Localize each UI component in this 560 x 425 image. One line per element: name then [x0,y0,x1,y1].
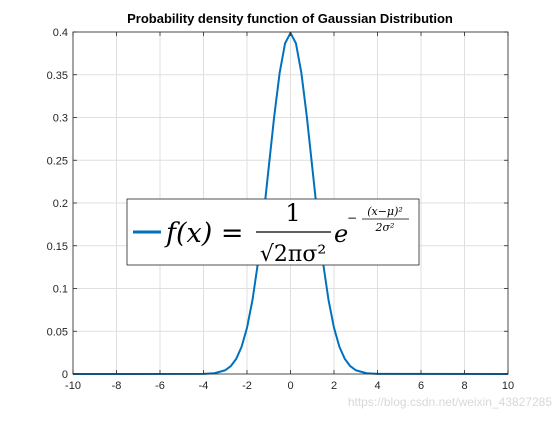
watermark-text: https://blog.csdn.net/weixin_43827285 [348,395,552,409]
y-tick-label-0: 0 [62,369,68,381]
chart-title: Probability density function of Gaussian… [127,11,453,26]
legend-formula-exp-denominator: 2σ² [375,221,395,234]
y-tick-label-3: 0.15 [47,241,68,253]
x-tick-label-6: 2 [331,380,337,392]
legend-formula-exp-numerator: (x−μ)² [367,205,403,218]
x-tick-label-10: 10 [502,380,514,392]
y-tick-label-2: 0.1 [53,284,68,296]
x-tick-label-5: 0 [287,380,293,392]
y-tick-label-8: 0.4 [53,27,68,39]
y-tick-label-7: 0.35 [47,70,68,82]
x-tick-label-4: -2 [242,380,252,392]
y-tick-label-5: 0.25 [47,155,68,167]
legend-formula-lhs: f(x) = [164,218,244,249]
x-tick-label-7: 4 [374,380,380,392]
x-tick-label-0: -10 [65,380,81,392]
x-tick-label-9: 8 [461,380,467,392]
x-tick-label-3: -4 [199,380,209,392]
legend-formula-numerator: 1 [285,199,300,227]
y-tick-label-4: 0.2 [53,198,68,210]
legend-formula-denominator: √2πσ² [260,242,326,267]
x-tick-label-2: -6 [155,380,165,392]
x-tick-label-1: -8 [112,380,122,392]
y-tick-label-6: 0.3 [53,113,68,125]
y-tick-label-1: 0.05 [47,326,68,338]
legend-formula-exp-sign: − [347,211,357,225]
legend-formula-base: e [334,220,348,248]
legend: f(x) = 1 √2πσ² e − (x−μ)² 2σ² [126,198,420,267]
x-tick-label-8: 6 [418,380,424,392]
